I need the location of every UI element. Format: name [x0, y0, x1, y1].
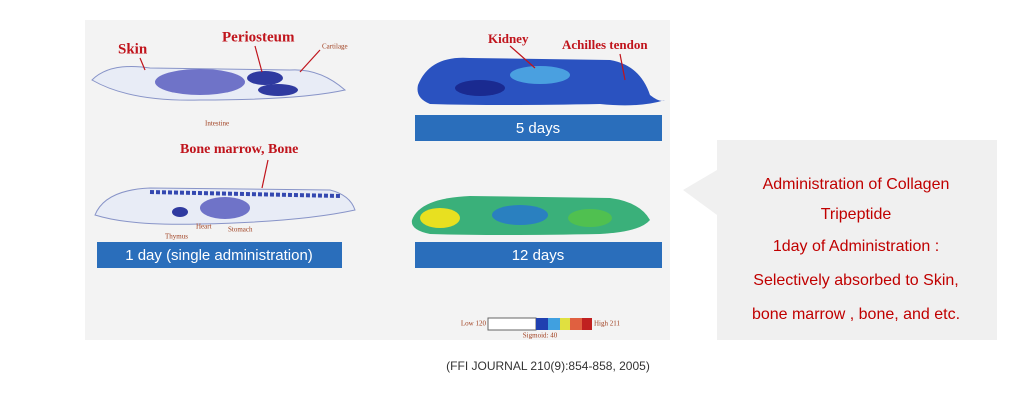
bar-day5-text: 5 days [516, 120, 560, 137]
label-cartilage: Cartilage [322, 43, 348, 51]
callout-line: Administration of Collagen [763, 176, 950, 193]
rat-image-bottom-right [411, 196, 650, 235]
scale-high: High 211 [594, 320, 620, 328]
rat-image-top-right [417, 57, 665, 106]
scale-low: Low 120 [461, 320, 487, 328]
bar-day1-text: 1 day (single administration) [125, 247, 313, 264]
label-achilles: Achilles tendon [562, 37, 648, 52]
label-thymus: Thymus [165, 233, 188, 241]
label-periosteum: Periosteum [222, 29, 295, 45]
bar-day1 [97, 242, 342, 268]
label-heart: Heart [196, 223, 212, 231]
callout-line: Selectively absorbed to Skin, [753, 272, 958, 289]
citation: (FFI JOURNAL 210(9):854-858, 2005) [446, 359, 650, 373]
color-scale [487, 317, 592, 331]
callout-box [683, 140, 997, 340]
label-arrows [139, 45, 626, 189]
rat-image-bottom-left [94, 187, 356, 225]
bar-day12-text: 12 days [512, 247, 565, 264]
label-kidney: Kidney [488, 31, 529, 46]
bar-day5 [415, 115, 662, 141]
callout-line: Tripeptide [821, 206, 892, 223]
callout-line: bone marrow , bone, and etc. [752, 306, 960, 323]
label-bone-marrow: Bone marrow, Bone [180, 142, 298, 157]
callout-line: 1day of Administration : [773, 238, 939, 255]
rat-image-top-left [91, 66, 347, 101]
bar-day12 [415, 242, 662, 268]
label-intestine: Intestine [205, 120, 229, 128]
label-stomach: Stomach [228, 226, 253, 234]
scale-sigmoid: Sigmoid: 40 [523, 332, 558, 340]
label-skin: Skin [118, 41, 148, 57]
